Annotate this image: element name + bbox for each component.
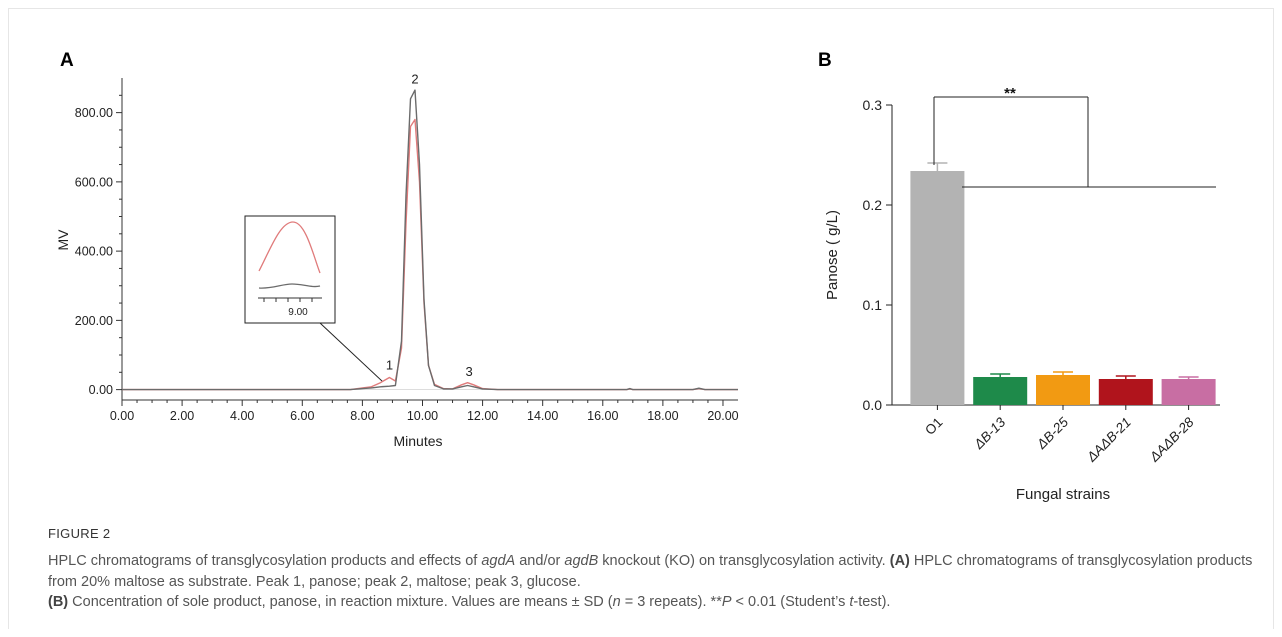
caption-var: n	[612, 594, 621, 610]
y-tick-label: 0.2	[863, 197, 883, 213]
inset-gray-curve	[258, 283, 321, 289]
y-tick-label: 0.3	[863, 97, 883, 113]
caption-text: -test).	[853, 594, 891, 610]
x-tick-label: 16.00	[587, 409, 618, 423]
x-tick-label: 8.00	[350, 409, 374, 423]
significance-mark: **	[1004, 85, 1016, 102]
y-tick-label: 400.00	[75, 245, 113, 259]
x-tick-label: ΔB-25	[1033, 414, 1071, 452]
figure-caption: HPLC chromatograms of transglycosylation…	[48, 551, 1258, 613]
bar	[910, 171, 965, 405]
inset-tick-label: 9.00	[288, 307, 308, 318]
x-tick-label: ΔAΔB-21	[1083, 415, 1134, 466]
x-tick-label: 0.00	[110, 409, 134, 423]
panel-a-xlabel: Minutes	[393, 433, 442, 449]
caption-text: knockout (KO) on transglycosylation acti…	[598, 553, 890, 569]
caption-text: < 0.01 (Student’s	[731, 594, 850, 610]
panel-b-ylabel: Panose ( g/L)	[824, 210, 841, 300]
x-tick-label: 14.00	[527, 409, 558, 423]
y-tick-label: 800.00	[75, 106, 113, 120]
panel-b-xlabel: Fungal strains	[1016, 486, 1110, 503]
caption-text: and/or	[515, 553, 565, 569]
series-line-red	[122, 118, 738, 391]
x-tick-label: 18.00	[647, 409, 678, 423]
figure-label: FIGURE 2	[48, 526, 111, 541]
x-tick-label: 6.00	[290, 409, 314, 423]
caption-ref-a: (A)	[889, 553, 910, 569]
inset-red-curve	[258, 221, 321, 274]
peak-label: 2	[411, 72, 418, 87]
chart-a: A MV Minutes 0.00 2.00 4.00 6.00 8.00 10.00 12…	[55, 50, 739, 449]
x-tick-label: 2.00	[170, 409, 194, 423]
caption-var: t	[849, 594, 854, 610]
caption-text: HPLC chromatograms of transglycosylation…	[48, 553, 1253, 590]
x-tick-label: 20.00	[707, 409, 738, 423]
peak-label: 3	[465, 364, 472, 379]
significance-bracket: **	[933, 85, 1216, 188]
gene-agdb: agdB	[564, 553, 599, 569]
caption-text: Concentration of sole product, panose, i…	[68, 594, 613, 610]
x-tick-label: 12.00	[467, 409, 498, 423]
x-tick-label: ΔB-13	[970, 414, 1008, 452]
y-tick-label: 0.00	[89, 383, 113, 397]
panel-b-letter: B	[818, 50, 832, 71]
inset-connector	[319, 322, 383, 382]
x-tick-label: ΔAΔB-28	[1146, 414, 1197, 465]
chart-b: B Panose ( g/L) Fungal strains 0.0 0.1 0.2…	[818, 50, 1220, 503]
panel-a-ylabel: MV	[55, 229, 71, 251]
inset-zoom: 9.00	[244, 215, 383, 382]
peak-label: 1	[386, 357, 393, 372]
y-tick-label: 0.1	[863, 297, 883, 313]
bar	[1098, 379, 1153, 405]
gene-agda: agdA	[481, 553, 516, 569]
bar	[973, 377, 1028, 405]
y-tick-label: 200.00	[75, 314, 113, 328]
bar	[1036, 375, 1090, 405]
caption-text: = 3 repeats). **	[620, 594, 722, 610]
series-line-gray	[122, 89, 738, 391]
y-tick-label: 600.00	[75, 175, 113, 189]
x-tick-label: O1	[922, 415, 945, 438]
figure-frame	[8, 8, 1274, 629]
caption-var: P	[721, 594, 732, 610]
x-tick-label: 4.00	[230, 409, 254, 423]
y-tick-label: 0.0	[863, 397, 883, 413]
x-tick-label: 10.00	[407, 409, 438, 423]
bar	[1161, 379, 1216, 405]
panel-a-letter: A	[60, 50, 74, 71]
caption-ref-b: (B)	[48, 594, 69, 610]
caption-text: HPLC chromatograms of transglycosylation…	[48, 553, 482, 569]
